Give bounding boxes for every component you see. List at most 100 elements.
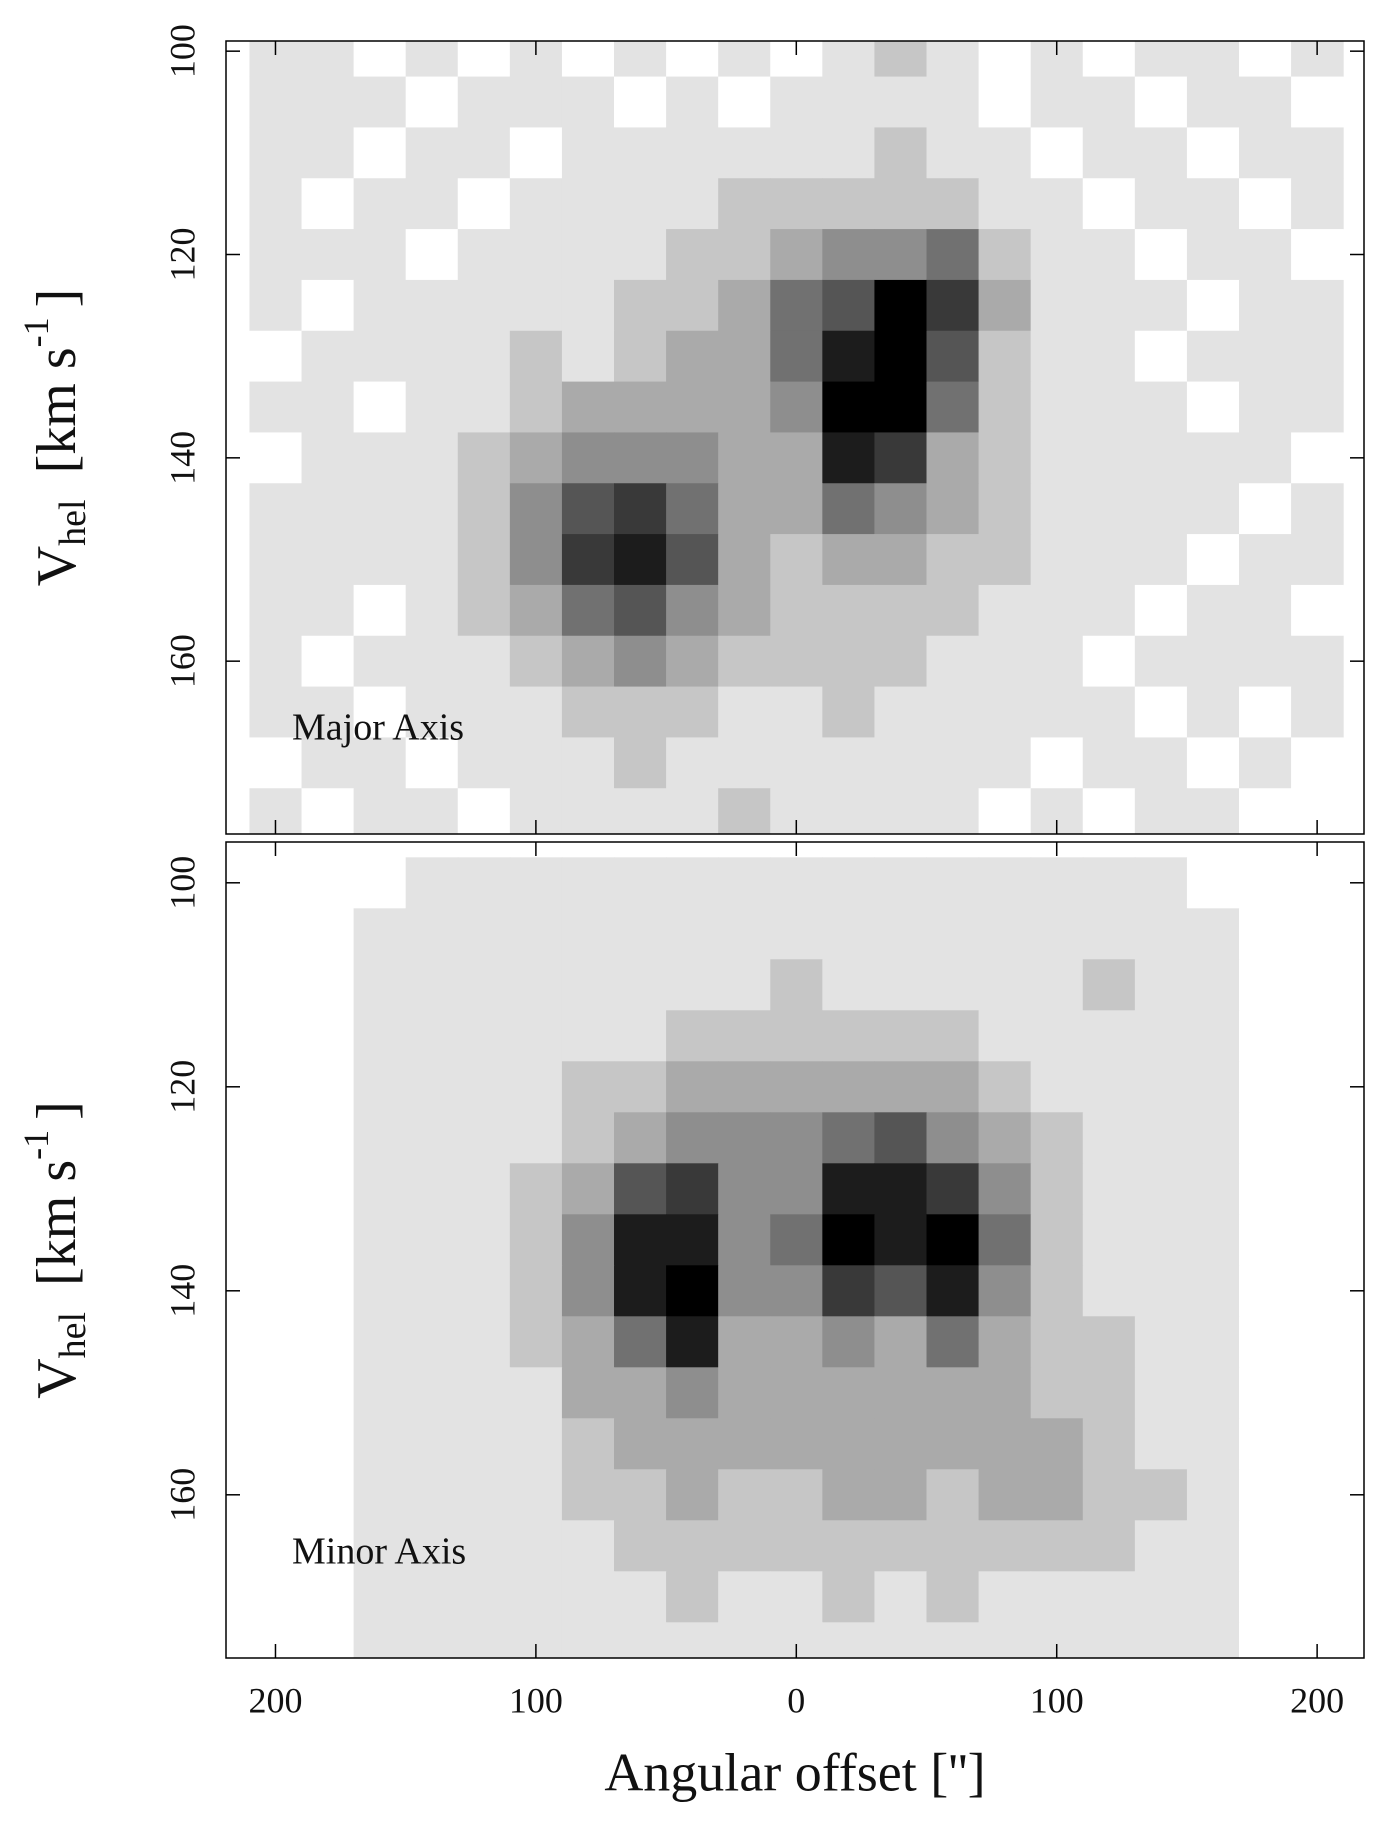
heat-cell bbox=[1291, 330, 1344, 383]
heat-cell bbox=[978, 1469, 1032, 1521]
heat-cell bbox=[561, 76, 615, 128]
heat-cell bbox=[405, 908, 459, 960]
heat-cell bbox=[718, 41, 771, 78]
heat-cell bbox=[978, 1418, 1032, 1470]
heat-cell bbox=[1030, 1469, 1084, 1521]
heat-cell bbox=[770, 1418, 823, 1470]
heat-cell bbox=[1134, 76, 1188, 128]
heat-cell bbox=[926, 1520, 980, 1572]
heat-cell bbox=[405, 330, 459, 383]
heat-cell bbox=[822, 1214, 875, 1266]
heat-cell bbox=[1186, 1469, 1240, 1521]
heat-cell bbox=[249, 330, 303, 383]
heat-cell bbox=[1030, 1163, 1084, 1215]
heat-cell bbox=[561, 908, 615, 960]
heat-cell bbox=[1291, 1520, 1344, 1572]
heat-cell bbox=[1082, 635, 1136, 688]
heat-cell bbox=[301, 908, 355, 960]
heat-cell bbox=[666, 1214, 719, 1266]
heat-cell bbox=[822, 1418, 875, 1470]
heat-cell bbox=[926, 279, 980, 332]
heat-cell bbox=[1082, 584, 1136, 637]
heat-cell bbox=[405, 483, 459, 535]
heat-cell bbox=[1134, 330, 1188, 383]
heat-cell bbox=[718, 1214, 771, 1266]
heat-cell bbox=[1291, 432, 1344, 484]
heat-cell bbox=[614, 959, 667, 1011]
heat-cell bbox=[353, 483, 407, 535]
heat-cell bbox=[457, 534, 511, 586]
heat-cell bbox=[666, 1418, 719, 1470]
heat-cell bbox=[1082, 534, 1136, 586]
heat-cell bbox=[874, 127, 928, 179]
heat-cell bbox=[405, 1367, 459, 1419]
heat-cell bbox=[249, 1214, 303, 1266]
heat-cell bbox=[1134, 1367, 1188, 1419]
heat-cell bbox=[301, 279, 355, 332]
heat-cell bbox=[822, 857, 875, 909]
heat-cell bbox=[1239, 635, 1292, 688]
heat-cell bbox=[822, 635, 875, 688]
heat-cell bbox=[926, 229, 980, 281]
heat-cell bbox=[614, 381, 667, 433]
heat-cell bbox=[1239, 959, 1292, 1011]
heat-cell bbox=[561, 1469, 615, 1521]
y-label-sup: -1 bbox=[16, 317, 56, 347]
heat-cell bbox=[666, 857, 719, 909]
heat-cell bbox=[1082, 279, 1136, 332]
plot-frame bbox=[225, 841, 1365, 1659]
heat-cell bbox=[1134, 381, 1188, 433]
heat-cell bbox=[614, 229, 667, 281]
y-tick-label: 100 bbox=[162, 24, 202, 78]
heat-cell bbox=[978, 432, 1032, 484]
heat-cell bbox=[1186, 1367, 1240, 1419]
heat-cell bbox=[666, 534, 719, 586]
heat-cell bbox=[249, 1316, 303, 1368]
heat-cell bbox=[1030, 229, 1084, 281]
heat-cell bbox=[1291, 1163, 1344, 1215]
heat-cell bbox=[822, 229, 875, 281]
heat-cell bbox=[457, 279, 511, 332]
heat-cell bbox=[1186, 41, 1240, 78]
heat-cell bbox=[301, 127, 355, 179]
heat-cell bbox=[822, 41, 875, 78]
heat-cell bbox=[926, 127, 980, 179]
heat-cell bbox=[509, 1520, 563, 1572]
heat-cell bbox=[770, 1112, 823, 1164]
heat-cell bbox=[561, 41, 615, 78]
heat-cell bbox=[405, 959, 459, 1011]
heat-cell bbox=[822, 1061, 875, 1113]
heat-cell bbox=[249, 1520, 303, 1572]
heat-cell bbox=[770, 635, 823, 688]
heat-cell bbox=[874, 1316, 928, 1368]
heat-cell bbox=[405, 1622, 459, 1658]
heat-cell bbox=[457, 1469, 511, 1521]
heat-cell bbox=[405, 1316, 459, 1368]
heat-cell bbox=[1291, 686, 1344, 738]
heat-cell bbox=[926, 959, 980, 1011]
heat-cell bbox=[822, 178, 875, 230]
y-tick-label: 100 bbox=[162, 856, 202, 910]
heat-cell bbox=[353, 686, 407, 738]
heat-cell bbox=[1291, 534, 1344, 586]
heat-cell bbox=[353, 635, 407, 688]
heat-cell bbox=[874, 41, 928, 78]
heat-cell bbox=[353, 432, 407, 484]
heat-cell bbox=[1134, 127, 1188, 179]
heatmap bbox=[249, 857, 1344, 1658]
x-tick-label: 200 bbox=[248, 1680, 302, 1720]
heat-cell bbox=[1082, 1010, 1136, 1062]
heat-cell bbox=[249, 959, 303, 1011]
heat-cell bbox=[1291, 1061, 1344, 1113]
heat-cell bbox=[978, 279, 1032, 332]
heat-cell bbox=[1134, 1316, 1188, 1368]
heat-cell bbox=[978, 178, 1032, 230]
heat-cell bbox=[1082, 737, 1136, 789]
heat-cell bbox=[353, 178, 407, 230]
heat-cell bbox=[718, 737, 771, 789]
heat-cell bbox=[614, 1418, 667, 1470]
heat-cell bbox=[353, 279, 407, 332]
heat-cell bbox=[1291, 279, 1344, 332]
heat-cell bbox=[249, 1469, 303, 1521]
heat-cell bbox=[457, 959, 511, 1011]
